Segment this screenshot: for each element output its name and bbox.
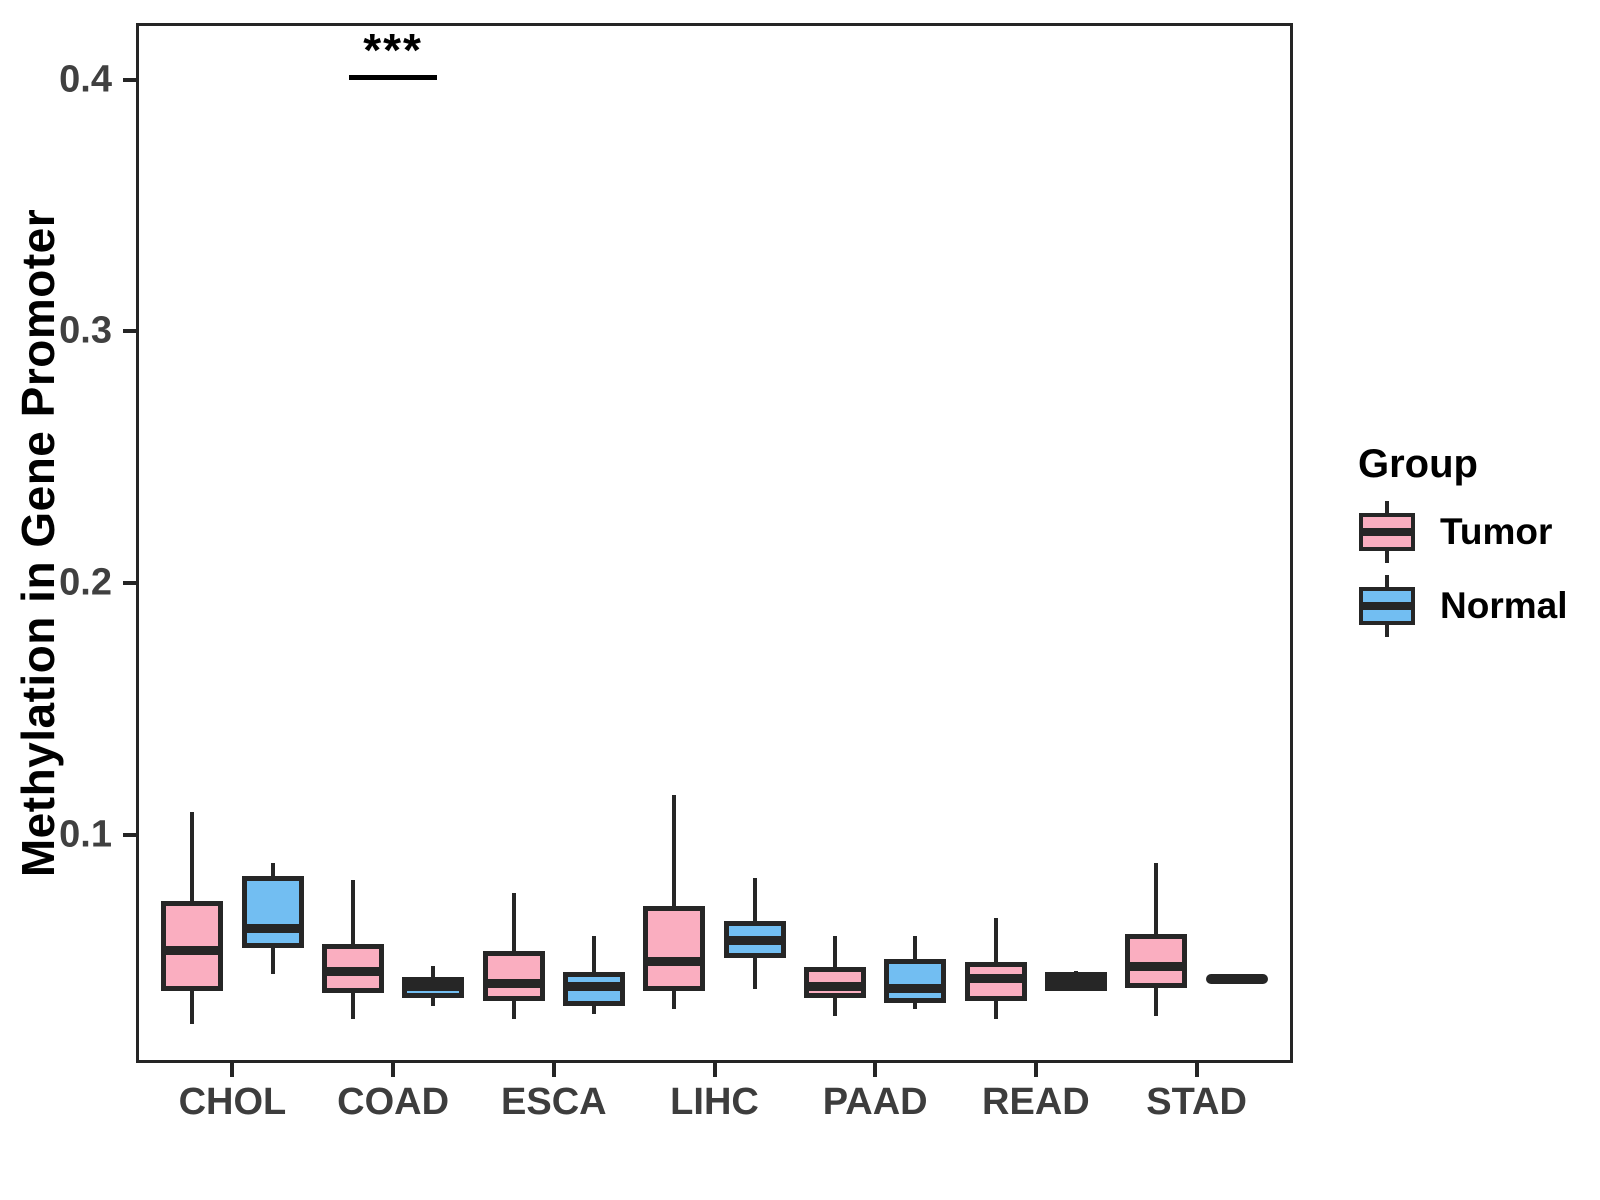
y-axis-tick-label: 0.3 (59, 309, 112, 352)
y-axis-tick (123, 581, 136, 586)
x-axis-label-paad: PAAD (822, 1081, 928, 1123)
y-axis-tick (123, 833, 136, 838)
y-axis-tick (123, 77, 136, 82)
legend: Group Tumor Normal (1340, 442, 1567, 649)
legend-entry-tumor: Tumor (1340, 501, 1567, 563)
x-axis-tick (712, 1063, 717, 1077)
legend-label-normal: Normal (1440, 585, 1568, 626)
x-axis-tick (1033, 1063, 1038, 1077)
key-median (1359, 602, 1415, 610)
key-median (1359, 528, 1415, 536)
legend-label-tumor: Tumor (1440, 511, 1553, 552)
x-axis-label-stad: STAD (1146, 1081, 1247, 1123)
x-axis-label-chol: CHOL (178, 1081, 287, 1123)
x-axis-tick (873, 1063, 878, 1077)
legend-title: Group (1358, 442, 1478, 486)
y-axis-tick (123, 329, 136, 334)
tumor-boxplot-key-icon (1358, 501, 1416, 563)
x-axis-label-read: READ (982, 1081, 1090, 1123)
x-axis-tick (230, 1063, 235, 1077)
x-axis-label-lihc: LIHC (670, 1081, 759, 1123)
x-axis-tick (1194, 1063, 1199, 1077)
plot-panel (136, 23, 1293, 1063)
legend-entry-normal: Normal (1340, 575, 1567, 637)
x-axis-tick (391, 1063, 396, 1077)
y-axis-tick-label: 0.1 (59, 813, 112, 856)
x-axis-label-coad: COAD (337, 1081, 450, 1123)
y-axis-tick-label: 0.4 (59, 58, 112, 101)
x-axis-label-esca: ESCA (501, 1081, 607, 1123)
y-axis-title: Methylation in Gene Promoter (12, 208, 64, 878)
y-axis-tick-label: 0.2 (59, 561, 112, 604)
x-axis-tick (551, 1063, 556, 1077)
normal-boxplot-key-icon (1358, 575, 1416, 637)
